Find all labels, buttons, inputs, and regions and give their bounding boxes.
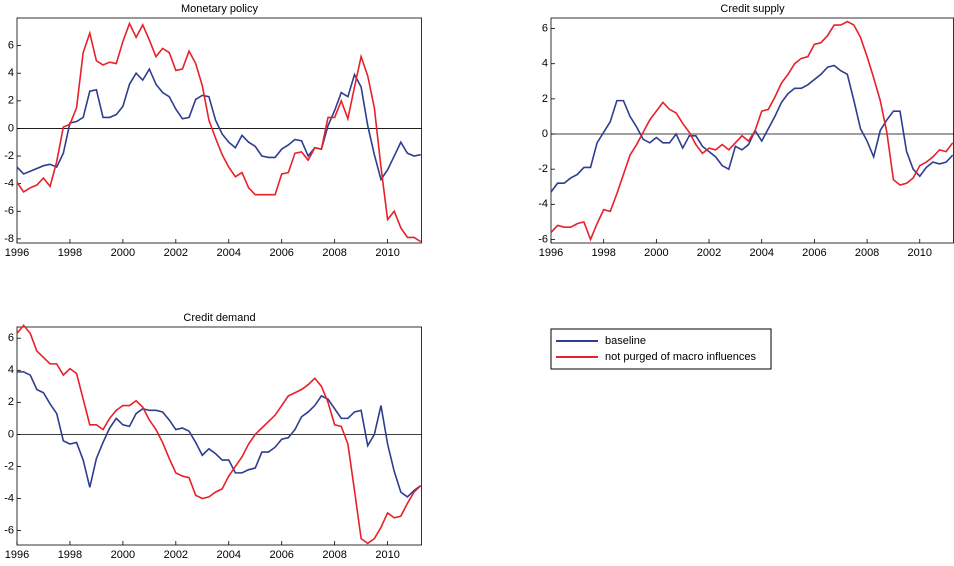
x-tick-label: 2006 (802, 247, 826, 259)
series-line (16, 67, 421, 182)
y-tick-label: -2 (4, 150, 14, 162)
series-line (16, 324, 422, 545)
x-tick-label: 1996 (5, 247, 29, 259)
chart-title: Credit supply (720, 3, 785, 15)
chart-title: Credit demand (183, 312, 255, 324)
x-tick-label: 2008 (322, 247, 346, 259)
y-tick-label: -4 (538, 198, 548, 210)
y-tick-label: -2 (538, 163, 548, 175)
y-tick-label: 2 (542, 93, 548, 105)
x-tick-label: 2008 (322, 549, 346, 561)
plot-frame (16, 17, 422, 244)
x-tick-label: 2004 (217, 549, 241, 561)
legend: baseline not purged of macro influences (550, 328, 772, 370)
y-tick-label: 6 (542, 22, 548, 34)
y-tick-label: -6 (4, 524, 14, 536)
x-tick-label: 2004 (217, 247, 241, 259)
chart-title: Monetary policy (181, 3, 259, 15)
series-line (550, 20, 954, 242)
y-tick-label: 2 (8, 95, 14, 107)
x-tick-label: 2010 (375, 247, 399, 259)
x-tick-label: 2010 (908, 247, 932, 259)
x-tick-label: 2006 (269, 247, 293, 259)
y-tick-label: -6 (538, 233, 548, 245)
x-tick-label: 1996 (5, 549, 29, 561)
y-tick-label: -4 (4, 492, 14, 504)
y-tick-label: 4 (8, 364, 14, 376)
x-tick-label: 2006 (269, 549, 293, 561)
y-tick-label: 0 (8, 428, 14, 440)
x-tick-label: 2002 (164, 247, 188, 259)
y-tick-label: 4 (542, 58, 548, 70)
y-tick-label: -6 (4, 205, 14, 217)
y-tick-label: -8 (4, 233, 14, 245)
y-tick-label: 2 (8, 396, 14, 408)
series-line (17, 371, 422, 498)
x-tick-label: 2000 (111, 549, 135, 561)
series-line (550, 64, 954, 193)
legend-label: baseline (605, 335, 646, 347)
y-tick-label: -2 (4, 460, 14, 472)
y-tick-label: 6 (8, 332, 14, 344)
x-tick-label: 1998 (58, 549, 82, 561)
y-tick-label: -4 (4, 178, 14, 190)
x-tick-label: 2008 (855, 247, 879, 259)
y-tick-label: 4 (8, 67, 14, 79)
x-tick-label: 2002 (164, 549, 188, 561)
x-tick-label: 2004 (749, 247, 773, 259)
x-tick-label: 2000 (111, 247, 135, 259)
x-tick-label: 2000 (644, 247, 668, 259)
x-tick-label: 1998 (58, 247, 82, 259)
x-tick-label: 1996 (539, 247, 563, 259)
legend-label: not purged of macro influences (605, 351, 757, 363)
x-tick-label: 2010 (375, 549, 399, 561)
y-tick-label: 6 (8, 40, 14, 52)
plot-frame (16, 326, 422, 546)
x-tick-label: 1998 (591, 247, 615, 259)
y-tick-label: 0 (8, 122, 14, 134)
legend-box (550, 328, 772, 370)
x-tick-label: 2002 (697, 247, 721, 259)
y-tick-label: 0 (542, 128, 548, 140)
series-line (16, 21, 422, 243)
